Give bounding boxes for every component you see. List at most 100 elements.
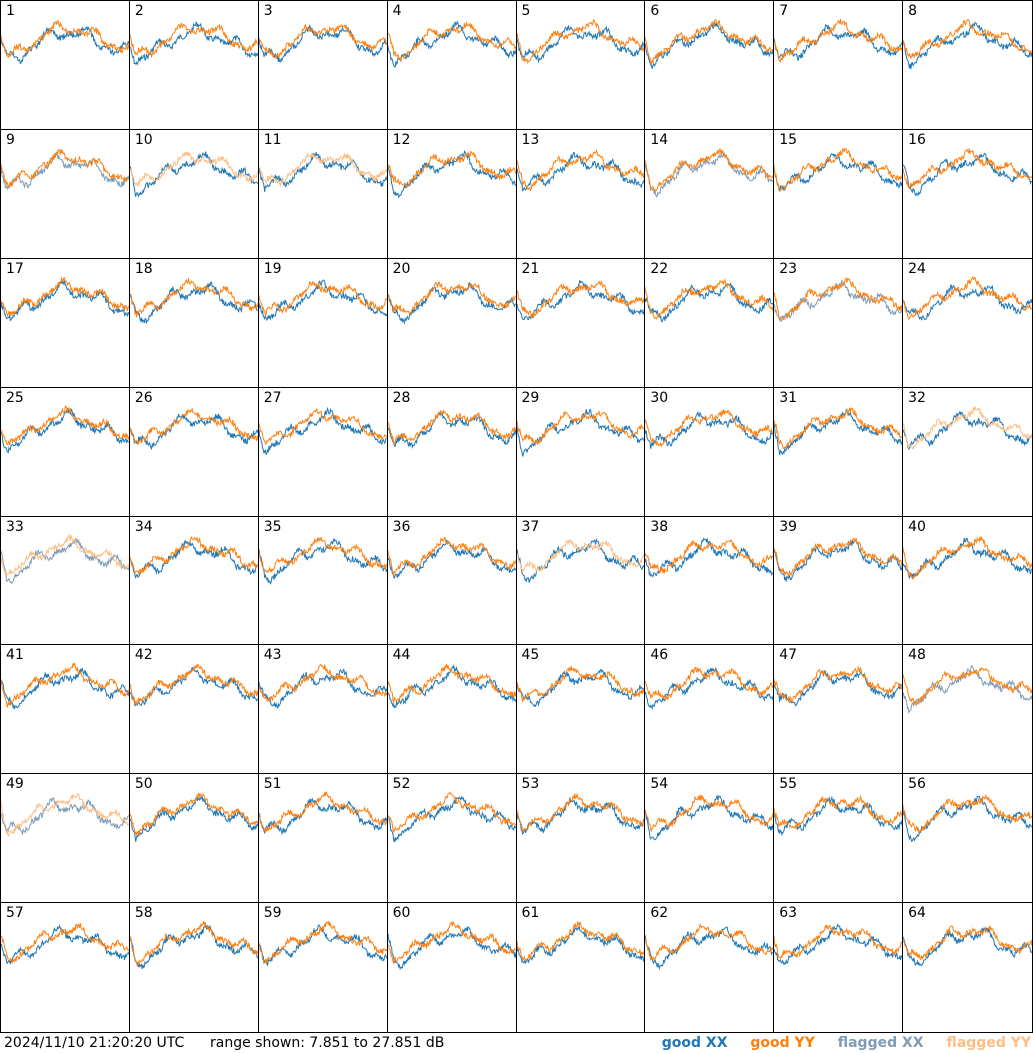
antenna-label: 26 <box>134 389 153 406</box>
spectrum-plot <box>129 792 258 842</box>
antenna-cell: 20 <box>387 258 517 388</box>
antenna-label: 63 <box>779 905 798 922</box>
yy-series-line <box>387 408 516 445</box>
yy-series-line <box>903 667 1032 707</box>
spectrum-plot <box>516 537 645 583</box>
antenna-cell: 43 <box>258 645 388 775</box>
antenna-cell: 45 <box>516 645 646 775</box>
antenna-cell: 55 <box>774 774 904 904</box>
antenna-cell: 47 <box>774 645 904 775</box>
spectrum-plot <box>387 149 516 199</box>
xx-series-line <box>258 406 387 455</box>
antenna-label: 32 <box>908 389 926 406</box>
spectrum-plot <box>645 277 774 322</box>
spectrum-plot <box>1 404 129 454</box>
yy-series-line <box>387 149 516 188</box>
yy-series-line <box>387 536 516 577</box>
antenna-label: 39 <box>779 518 798 535</box>
spectrum-plot <box>645 409 774 449</box>
xx-series-line <box>258 151 387 192</box>
antenna-label: 3 <box>263 3 273 19</box>
antenna-cell: 60 <box>387 903 517 1032</box>
spectrum-plot <box>903 148 1032 197</box>
spectrum-plot <box>1 19 129 64</box>
antenna-cell: 16 <box>903 129 1032 259</box>
yy-series-line <box>129 406 258 445</box>
xx-series-line <box>387 149 516 199</box>
yy-series-line <box>1 19 129 59</box>
spectrum-plot <box>1 792 129 838</box>
spectrum-plot <box>1 276 129 322</box>
antenna-cell: 5 <box>516 1 646 130</box>
antenna-label: 64 <box>908 905 926 922</box>
spectrum-plot <box>774 147 903 192</box>
spectrum-plot <box>258 279 387 322</box>
yy-series-line <box>129 664 258 707</box>
yy-series-line <box>1 923 129 965</box>
spectrum-plot <box>774 18 903 64</box>
legend-good-xx: good XX <box>661 1035 728 1051</box>
antenna-cell: 41 <box>1 645 130 775</box>
spectrum-plot <box>1 148 129 191</box>
antenna-cell: 61 <box>516 903 646 1032</box>
spectrum-plot <box>903 275 1032 321</box>
xx-series-line <box>645 926 774 971</box>
yy-series-line <box>903 535 1032 580</box>
yy-series-line <box>258 23 387 60</box>
yy-series-line <box>258 920 387 964</box>
timestamp: 2024/11/10 21:20:20 UTC <box>4 1035 185 1051</box>
yy-series-line <box>645 923 774 962</box>
spectrum-plot <box>258 791 387 836</box>
antenna-cell: 15 <box>774 129 904 259</box>
yy-series-line <box>129 920 258 968</box>
yy-series-line <box>774 276 903 320</box>
antenna-cell: 13 <box>516 129 646 259</box>
spectrum-plot <box>258 536 387 585</box>
spectrum-plot <box>903 18 1032 70</box>
antenna-label: 18 <box>134 260 153 277</box>
antenna-label: 27 <box>263 389 282 406</box>
antenna-label: 62 <box>650 905 669 922</box>
antenna-label: 19 <box>263 260 282 277</box>
xx-series-line <box>129 281 258 324</box>
yy-series-line <box>1 148 129 189</box>
yy-series-line <box>129 151 258 187</box>
antenna-label: 13 <box>521 131 540 148</box>
antenna-cell: 64 <box>903 903 1032 1032</box>
spectrum-plot <box>645 794 774 841</box>
yy-series-line <box>516 148 645 192</box>
spectrum-plot <box>774 536 903 582</box>
yy-series-line <box>516 666 645 703</box>
spectrum-plot <box>516 408 645 457</box>
yy-series-line <box>258 152 387 187</box>
spectrum-plot <box>258 406 387 455</box>
yy-series-line <box>387 921 516 966</box>
antenna-label: 23 <box>779 260 798 277</box>
xx-series-line <box>645 536 774 578</box>
antenna-label: 50 <box>134 776 153 793</box>
spectrum-plot <box>516 279 645 320</box>
antenna-label: 47 <box>779 647 798 664</box>
spectrum-plot <box>903 925 1032 967</box>
antenna-cell: 10 <box>129 129 259 259</box>
antenna-cell: 9 <box>1 129 130 259</box>
antenna-label: 8 <box>908 3 918 19</box>
antenna-label: 17 <box>6 260 24 277</box>
yy-series-line <box>1 662 129 708</box>
spectrum-plot <box>516 666 645 708</box>
xx-series-line <box>774 407 903 455</box>
antenna-label: 42 <box>134 647 153 664</box>
spectrum-plot <box>387 536 516 579</box>
antenna-cell: 52 <box>387 774 517 904</box>
antenna-label: 41 <box>6 647 24 664</box>
antenna-label: 9 <box>6 131 15 148</box>
xx-series-line <box>774 23 903 62</box>
antenna-label: 57 <box>6 905 24 922</box>
antenna-label: 1 <box>6 3 15 19</box>
antenna-cell: 32 <box>903 387 1032 517</box>
yy-series-line <box>258 407 387 445</box>
legend-flagged-xx: flagged XX <box>837 1035 924 1051</box>
antenna-label: 48 <box>908 647 926 664</box>
antenna-cell: 14 <box>645 129 775 259</box>
yy-series-line <box>387 791 516 834</box>
